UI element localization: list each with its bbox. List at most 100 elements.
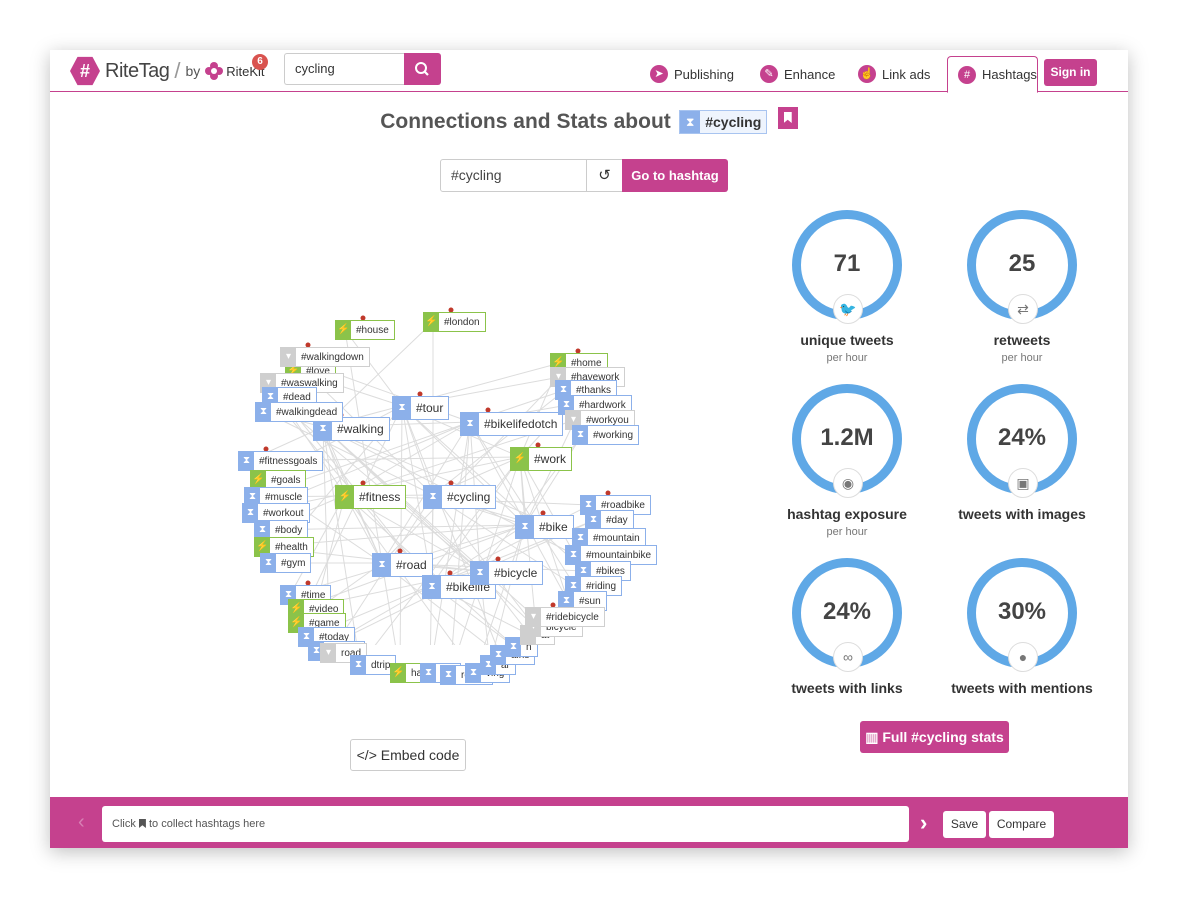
go-to-hashtag-button[interactable]: Go to hashtag <box>622 159 728 192</box>
chevron-left-icon[interactable]: ‹ <box>78 811 85 833</box>
graph-node-label: #riding <box>586 580 617 592</box>
graph-node-label: #roadbike <box>601 499 645 511</box>
graph-node[interactable]: ⧗ #bike <box>515 515 574 539</box>
graph-node[interactable]: ⧗ #fitnessgoals <box>238 451 324 471</box>
graph-node-label: #work <box>534 452 567 466</box>
graph-node-label: #goals <box>271 474 301 486</box>
stat-sublabel: per hour <box>826 352 868 364</box>
full-stats-button[interactable]: ▥ Full #cycling stats <box>860 721 1009 753</box>
stat-card: 30% ● tweets with mentions <box>942 558 1102 696</box>
graph-node[interactable]: ⧗ #tour <box>392 396 450 420</box>
graph-node[interactable]: ⧗ #cycling <box>423 485 497 509</box>
graph-node[interactable]: ▾ #ridebicycle <box>525 607 605 627</box>
graph-node[interactable]: ⚡ #work <box>510 447 573 471</box>
graph-node[interactable]: ⧗ dtrip <box>350 655 397 675</box>
hourglass-icon: ⧗ <box>243 504 258 522</box>
graph-node-label: #workyou <box>586 414 629 426</box>
sign-in-button[interactable]: Sign in <box>1044 59 1097 86</box>
user-icon: ● <box>1008 642 1038 672</box>
graph-node[interactable]: ⧗ #day <box>585 510 634 530</box>
stat-label: tweets with mentions <box>951 680 1093 696</box>
compare-button[interactable]: Compare <box>989 811 1054 838</box>
chevron-right-icon[interactable]: › <box>920 810 928 835</box>
hashtag-network-graph[interactable]: ⧗ #cycling ⧗ #walking ⧗ #tour ⧗ #bikelifedotch ⚡… <box>180 245 658 685</box>
graph-node-dot <box>550 602 556 608</box>
stat-card: 71 🐦 unique tweets per hour <box>767 210 927 364</box>
nav-enhance-label: Enhance <box>784 66 836 82</box>
hourglass-icon: ⧗ <box>239 452 254 470</box>
bookmark-icon[interactable] <box>777 107 798 129</box>
nav-publishing[interactable]: ➤ Publishing <box>650 56 734 92</box>
graph-edge <box>431 456 521 586</box>
title-hashtag[interactable]: ⧗ #cycling <box>679 110 768 134</box>
save-button[interactable]: Save <box>943 811 986 838</box>
embed-code-button[interactable]: </> Embed code <box>350 739 466 771</box>
undo-icon: ↺ <box>598 167 611 184</box>
graph-node-label: bicycle <box>546 621 577 633</box>
graph-node[interactable]: ▾ #walkingdown <box>280 347 370 367</box>
collect-hashtags-area[interactable]: Click to collect hashtags here <box>102 806 909 842</box>
stat-card: 24% ▣ tweets with images <box>942 384 1102 522</box>
hourglass-icon: ⧗ <box>471 562 489 584</box>
nav-link-ads[interactable]: ☝ Link ads <box>858 56 930 92</box>
graph-edge <box>401 405 526 526</box>
hourglass-icon: ⧗ <box>373 554 391 576</box>
graph-node[interactable]: ⧗ #bicycle <box>470 561 544 585</box>
graph-node[interactable]: ⧗ #mountainbike <box>565 545 658 565</box>
graph-node[interactable]: ⚡ #house <box>335 320 395 340</box>
graph-node[interactable]: ⧗ #walkingdead <box>255 402 344 422</box>
code-icon: </> <box>356 747 377 763</box>
search-button[interactable] <box>404 53 441 85</box>
nav-hashtags[interactable]: # Hashtags <box>947 56 1038 93</box>
graph-node[interactable]: ⚡ #fitness <box>335 485 407 509</box>
graph-node[interactable]: ⧗ #bikelifedotch <box>460 412 564 436</box>
stat-ring: 24% ∞ <box>792 558 902 672</box>
title-hashtag-label: #cycling <box>705 114 762 130</box>
hashtag-input[interactable]: #cycling <box>440 159 587 192</box>
graph-node[interactable]: ⧗ #sun <box>558 591 607 611</box>
graph-node-dot <box>397 548 403 554</box>
graph-node[interactable]: ⧗ #working <box>572 425 640 445</box>
graph-edge <box>494 524 526 645</box>
graph-node-label: #bike <box>539 520 568 534</box>
stat-label: hashtag exposure <box>787 506 907 522</box>
thumbs-down-icon: ▾ <box>321 644 336 662</box>
stat-label: retweets <box>993 332 1051 348</box>
graph-node-label: #working <box>593 429 634 441</box>
graph-node-dot <box>305 342 311 348</box>
notification-badge[interactable]: 6 <box>252 54 268 70</box>
graph-node-dot <box>448 480 454 486</box>
graph-node-label: #walkingdown <box>301 351 364 363</box>
collect-bar: ‹ Click to collect hashtags here › Save … <box>50 797 1128 848</box>
graph-edge <box>322 426 536 618</box>
stat-value: 24% <box>997 424 1047 451</box>
graph-edge <box>483 524 526 645</box>
search-input[interactable]: cycling <box>284 53 406 85</box>
stat-value: 1.2M <box>820 424 874 451</box>
stat-ring: 24% ▣ <box>967 384 1077 498</box>
thumbs-down-icon: ▾ <box>566 411 581 429</box>
hourglass-icon: ⧗ <box>516 516 534 538</box>
graph-node[interactable]: ⧗ #muscle <box>244 487 309 507</box>
graph-node[interactable]: ⚡ #health <box>254 537 314 557</box>
graph-node-label: #sun <box>579 595 601 607</box>
hourglass-icon: ⧗ <box>586 511 601 529</box>
graph-node[interactable]: ⧗ #road <box>372 553 433 577</box>
graph-node-label: road <box>341 647 362 659</box>
page-title: Connections and Stats about <box>380 110 671 133</box>
reset-button[interactable]: ↺ <box>586 159 623 192</box>
graph-node-dot <box>360 480 366 486</box>
graph-node[interactable]: ⚡ #london <box>423 312 486 332</box>
logo[interactable]: # RiteTag / by RiteKit <box>70 56 265 86</box>
stat-value: 71 <box>833 250 861 277</box>
thumbs-down-icon: ▾ <box>526 608 541 626</box>
stat-card: 1.2M ◉ hashtag exposure per hour <box>767 384 927 538</box>
graph-node[interactable]: ⧗ #gym <box>260 553 312 573</box>
hourglass-icon: ⧗ <box>351 656 366 674</box>
nav-publishing-label: Publishing <box>674 66 734 82</box>
graph-node-label: #hardwork <box>579 399 626 411</box>
graph-node-label: n <box>526 641 532 653</box>
graph-node[interactable]: ⧗ #walking <box>313 417 390 441</box>
nav-enhance[interactable]: ✎ Enhance <box>760 56 835 92</box>
graph-edge <box>401 405 434 496</box>
